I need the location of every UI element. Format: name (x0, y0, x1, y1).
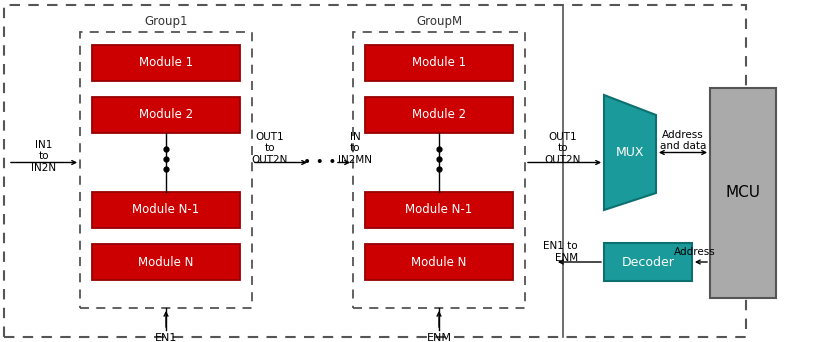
Bar (604, 243, 691, 281)
Polygon shape (604, 95, 655, 210)
Bar (80, 32, 252, 308)
Text: MCU: MCU (724, 185, 759, 200)
Bar (364, 97, 513, 133)
Bar (4, 5, 745, 337)
Text: OUT1
to
OUT2N: OUT1 to OUT2N (252, 132, 288, 165)
Bar (92, 45, 240, 81)
Bar (364, 244, 513, 280)
Text: Module 1: Module 1 (412, 56, 465, 69)
Bar (92, 244, 240, 280)
Text: Group1: Group1 (144, 15, 187, 28)
Text: OUT1
to
OUT2N: OUT1 to OUT2N (544, 132, 580, 165)
Text: IN
to
IN2MN: IN to IN2MN (338, 132, 372, 165)
Text: Address
and data: Address and data (659, 130, 705, 151)
Text: Module 2: Module 2 (412, 108, 465, 121)
Text: Address: Address (673, 247, 715, 257)
Text: Module N: Module N (411, 255, 466, 268)
Text: Decoder: Decoder (621, 255, 674, 268)
Bar (364, 45, 513, 81)
Text: MUX: MUX (615, 146, 643, 159)
Bar (364, 192, 513, 228)
Bar (92, 97, 240, 133)
Text: EN1 to
ENM: EN1 to ENM (542, 241, 577, 263)
Text: IN1
to
IN2N: IN1 to IN2N (31, 140, 56, 173)
Text: Module N-1: Module N-1 (405, 203, 472, 216)
Text: EN1: EN1 (155, 333, 177, 342)
Text: ENM: ENM (426, 333, 451, 342)
Bar (353, 32, 524, 308)
Text: Module N-1: Module N-1 (132, 203, 200, 216)
Text: Module 2: Module 2 (139, 108, 193, 121)
Text: • • •: • • • (303, 156, 336, 170)
Text: Module N: Module N (138, 255, 194, 268)
Text: GroupM: GroupM (416, 15, 461, 28)
Text: Module 1: Module 1 (139, 56, 193, 69)
Bar (709, 88, 775, 298)
Bar (92, 192, 240, 228)
